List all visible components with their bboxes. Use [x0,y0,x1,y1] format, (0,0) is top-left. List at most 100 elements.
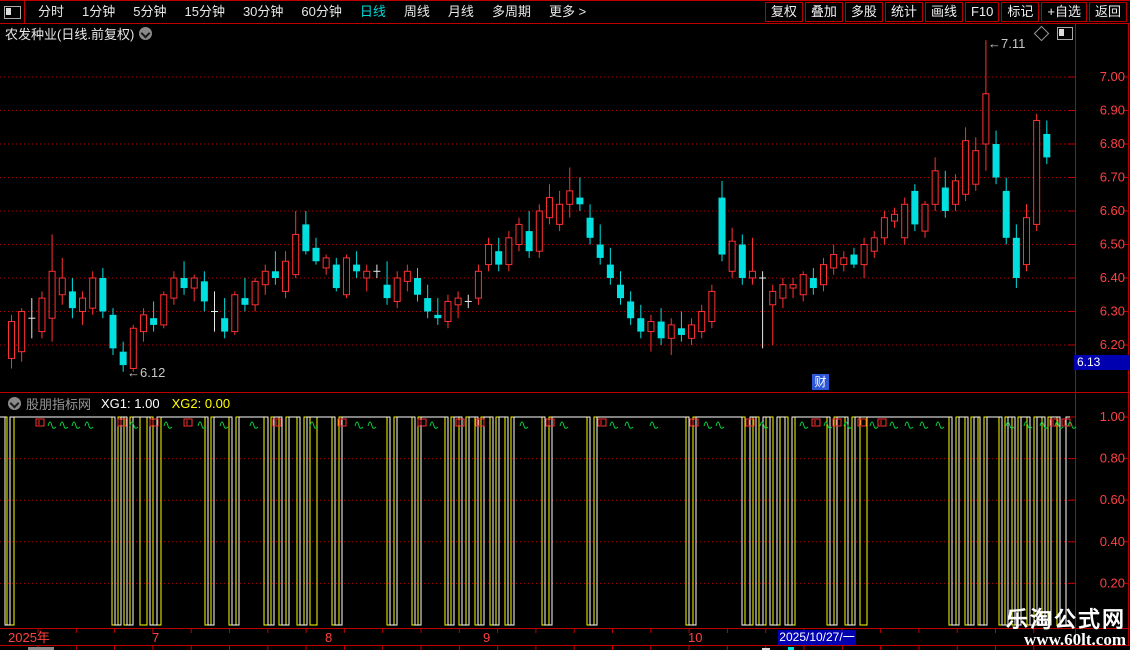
candle-up [931,170,939,205]
indicator-chevron-icon[interactable] [8,397,21,410]
period-tab-5[interactable]: 60分钟 [301,4,342,19]
high-price-annotation: ←7.11 [988,36,1026,51]
period-tab-6[interactable]: 日线 [359,4,386,19]
candle-down [414,278,421,295]
candle-down [992,144,1000,178]
candle-down [312,247,320,262]
red-signal-mark [745,418,755,427]
candle-up [474,270,482,299]
indicator-axis-label: 0.60 [1100,492,1125,507]
candle-down [657,321,665,339]
green-signal-mark [843,421,853,429]
candle-up [901,203,909,239]
candle-up [485,244,493,266]
candle-up [261,270,269,286]
page-title: 农发种业(日线.前复权) [5,27,135,42]
panel-icon[interactable] [1057,27,1073,40]
selected-date-badge: 2025/10/27/一 [778,630,856,645]
red-signal-mark [117,418,127,427]
chevron-down-icon[interactable] [139,27,153,40]
candle-down [1012,237,1020,278]
candle-up [48,270,56,319]
green-signal-mark [354,421,364,429]
candle-up [403,270,411,282]
candle-down [637,318,645,332]
period-tab-3[interactable]: 15分钟 [184,4,225,19]
period-tab-0[interactable]: 分时 [38,4,65,19]
top-menu-bar: 分时 1分钟 5分钟 15分钟 30分钟 60分钟 日线 周线 月线 多周期 更多 > 复权 叠加 多股… [0,0,1130,24]
period-tab-7[interactable]: 周线 [403,4,430,19]
price-axis-label: 6.60 [1100,203,1125,218]
green-signal-mark [71,421,81,429]
candle-down [525,231,533,252]
green-signal-mark [367,421,377,429]
candle-up [515,223,523,245]
toolbar-button-6[interactable]: 标记 [1001,2,1040,22]
xg1-signal-line [0,416,1070,626]
green-signal-mark [1005,421,1015,429]
price-axis-label: 6.80 [1100,136,1125,151]
period-tab-8[interactable]: 月线 [447,4,474,19]
red-signal-mark [597,418,607,427]
toolbar-button-8[interactable]: 返回 [1088,2,1127,22]
red-signal-mark [832,418,842,427]
green-signal-mark [219,421,229,429]
candle-up [688,324,696,339]
diamond-icon[interactable] [1033,25,1050,42]
toolbar-button-5[interactable]: F10 [964,2,1000,22]
green-signal-mark [869,421,879,429]
green-signal-mark [1023,421,1033,429]
candle-down [424,298,432,312]
period-tab-10[interactable]: 更多 > [548,4,587,19]
candle-up [58,277,66,296]
green-signal-mark [935,421,945,429]
period-tab-9[interactable]: 多周期 [491,4,531,19]
title-row: 农发种业(日线.前复权) [5,24,153,43]
toolbar-button-2[interactable]: 多股 [844,2,883,22]
event-marker-badge[interactable]: 财 [812,374,829,390]
cutoff-panel-fragment [28,647,54,650]
timeline-label: 9 [483,630,490,645]
green-signal-mark [309,421,319,429]
indicator-axis-label: 0.80 [1100,451,1125,466]
candle-up [556,203,564,225]
cutoff-panel-fragment [788,647,794,650]
candle-down [596,244,604,258]
candle-down [109,314,117,349]
candle-up [870,237,878,252]
green-signal-mark [904,421,914,429]
candle-down [1043,133,1051,158]
candle-up [231,294,239,333]
red-signal-mark [857,418,867,427]
candle-down [586,217,594,238]
toolbar-button-1[interactable]: 叠加 [804,2,843,22]
red-signal-mark [272,418,282,427]
xg2-label: XG2: [171,396,202,411]
period-tab-1[interactable]: 1分钟 [82,4,116,19]
candle-down [809,278,817,289]
candle-up [951,180,959,205]
candle-down [241,298,249,305]
candle-down [353,264,361,272]
green-signal-mark [799,421,809,429]
candle-down [941,187,949,211]
toolbar-button-7[interactable]: +自选 [1041,2,1087,22]
indicator-source: 股朋指标网 [26,397,92,412]
toolbar-button-3[interactable]: 统计 [884,2,923,22]
window-layout-icon[interactable] [4,5,21,19]
red-signal-mark [149,418,159,427]
candle-down [1002,190,1010,238]
toolbar-button-0[interactable]: 复权 [764,2,803,22]
candle-up [363,270,371,279]
red-signal-mark [337,418,347,427]
candle-up [698,311,706,333]
green-signal-mark [129,421,139,429]
timeline-label: 8 [325,630,332,645]
toolbar-button-4[interactable]: 画线 [924,2,963,22]
period-tab-2[interactable]: 5分钟 [133,4,167,19]
red-signal-mark [417,418,427,427]
candle-up [160,294,168,326]
candle-up [8,321,15,359]
period-tab-4[interactable]: 30分钟 [242,4,284,19]
low-price-annotation: ←6.12 [127,365,166,380]
